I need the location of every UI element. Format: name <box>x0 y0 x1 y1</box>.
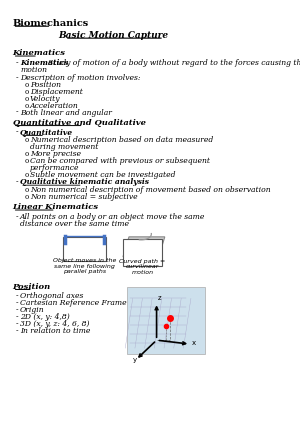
Text: y: y <box>133 357 137 363</box>
Text: Curved path =
curvilinear
motion: Curved path = curvilinear motion <box>119 259 166 275</box>
Text: o: o <box>25 186 29 194</box>
Text: Quantitative: Quantitative <box>20 128 73 136</box>
Text: -: - <box>16 128 18 136</box>
Text: o: o <box>25 102 29 110</box>
Text: Cartesian Reference Frame: Cartesian Reference Frame <box>20 300 127 307</box>
Text: 2D (x, y: 4,8): 2D (x, y: 4,8) <box>20 313 70 321</box>
Text: Position: Position <box>13 283 51 291</box>
Text: -: - <box>16 74 18 82</box>
Text: distance over the same time: distance over the same time <box>20 220 129 228</box>
Text: o: o <box>25 95 29 103</box>
Text: Both linear and angular: Both linear and angular <box>20 109 112 117</box>
Text: In relation to time: In relation to time <box>20 327 90 335</box>
Text: Linear Kinematics: Linear Kinematics <box>13 203 99 211</box>
Text: -: - <box>16 178 18 186</box>
Text: Velocity: Velocity <box>30 95 60 103</box>
Polygon shape <box>123 237 165 257</box>
Text: Displacement: Displacement <box>30 88 82 96</box>
Text: : Study of motion of a body without regard to the forces causing the: : Study of motion of a body without rega… <box>43 59 300 67</box>
Text: Kinematics: Kinematics <box>13 49 66 57</box>
Text: Subtle movement can be investigated: Subtle movement can be investigated <box>30 171 175 179</box>
Text: -: - <box>16 327 18 335</box>
Text: -: - <box>16 59 18 67</box>
Text: during movement: during movement <box>30 144 98 151</box>
Text: Can be compared with previous or subsequent: Can be compared with previous or subsequ… <box>30 157 210 165</box>
Text: o: o <box>25 171 29 179</box>
Text: -: - <box>16 292 18 300</box>
Text: o: o <box>25 150 29 159</box>
Text: Position: Position <box>30 81 61 89</box>
Text: Biomechanics: Biomechanics <box>13 19 89 28</box>
Text: o: o <box>25 136 29 145</box>
Text: Object moves in the
same line following
parallel paths: Object moves in the same line following … <box>52 258 116 274</box>
Text: Quantitative and Qualitative: Quantitative and Qualitative <box>13 119 146 127</box>
Text: x: x <box>192 340 196 346</box>
Text: -: - <box>16 306 18 314</box>
Text: All points on a body or an object move the same: All points on a body or an object move t… <box>20 213 206 221</box>
Text: 3D (x, y, z: 4, 6, 8): 3D (x, y, z: 4, 6, 8) <box>20 320 89 328</box>
Text: Orthogonal axes: Orthogonal axes <box>20 292 83 300</box>
Bar <box>123 239 162 266</box>
Text: o: o <box>25 157 29 165</box>
Text: z: z <box>158 295 162 301</box>
Text: Description of motion involves:: Description of motion involves: <box>20 74 140 82</box>
Text: motion: motion <box>20 66 47 74</box>
Text: More precise: More precise <box>30 150 81 159</box>
Text: o: o <box>25 81 29 89</box>
Text: Qualitative kinematic analysis: Qualitative kinematic analysis <box>20 178 149 186</box>
Text: -: - <box>16 320 18 328</box>
Text: Non numerical description of movement based on observation: Non numerical description of movement ba… <box>30 186 270 194</box>
Text: Numerical description based on data measured: Numerical description based on data meas… <box>30 136 213 145</box>
Bar <box>127 286 205 354</box>
Text: Origin: Origin <box>20 306 45 314</box>
Text: Basic Motion Capture: Basic Motion Capture <box>58 31 168 40</box>
Text: -: - <box>16 109 18 117</box>
Text: o: o <box>25 193 29 201</box>
Text: -: - <box>16 313 18 321</box>
Text: Non numerical = subjective: Non numerical = subjective <box>30 193 137 201</box>
Text: Kinematics: Kinematics <box>20 59 68 67</box>
Text: Acceleration: Acceleration <box>30 102 79 110</box>
Text: -: - <box>16 213 18 221</box>
Text: -: - <box>16 300 18 307</box>
Text: o: o <box>25 88 29 96</box>
Text: performance: performance <box>30 164 79 172</box>
Bar <box>63 237 106 261</box>
